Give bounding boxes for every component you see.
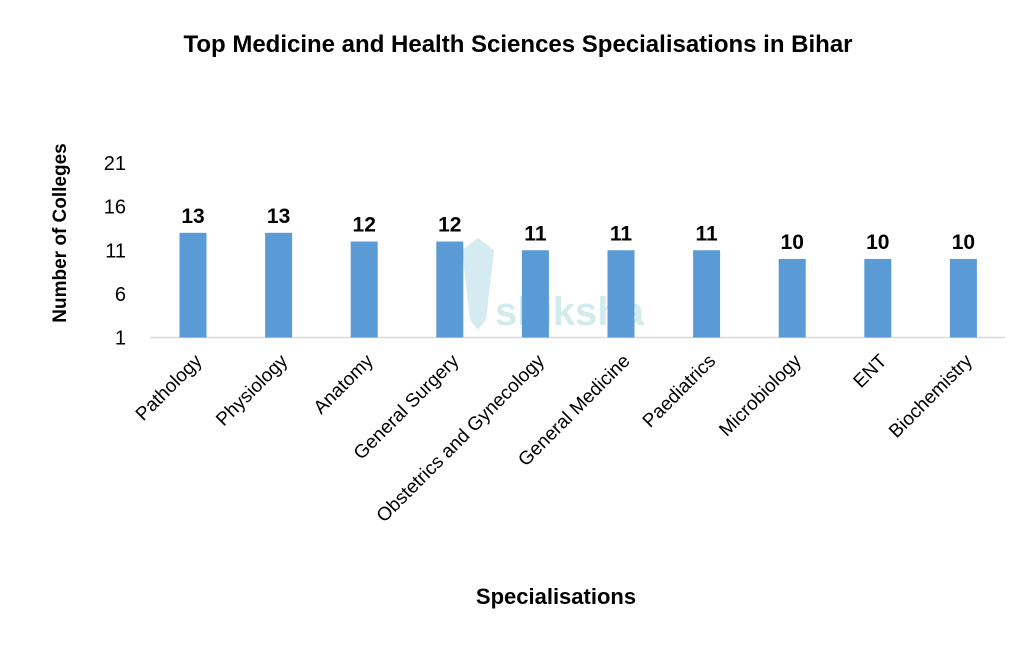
bar	[607, 250, 635, 338]
x-tick-label: Microbiology	[715, 350, 806, 441]
data-label: 13	[181, 205, 204, 228]
bar	[436, 241, 464, 338]
bar	[179, 232, 207, 338]
data-label: 10	[866, 231, 889, 254]
data-label: 11	[695, 222, 718, 245]
data-label: 11	[610, 222, 633, 245]
x-tick-label: Physiology	[212, 350, 292, 430]
y-tick-label: 1	[115, 328, 126, 350]
x-tick-label: Anatomy	[310, 350, 378, 418]
x-tick-label: ENT	[850, 350, 892, 392]
data-label: 10	[781, 231, 804, 254]
x-tick-label: Paediatrics	[639, 351, 720, 432]
chart-title: Top Medicine and Health Sciences Special…	[183, 31, 852, 58]
data-label: 12	[353, 214, 376, 237]
y-tick-label: 16	[104, 197, 126, 219]
x-tick-label: Biochemistry	[885, 350, 977, 442]
bar	[778, 258, 806, 338]
bar	[265, 232, 293, 338]
bar	[350, 241, 378, 338]
data-label: 13	[267, 205, 290, 228]
x-tick-label: Obstetrics and Gynecology	[373, 350, 550, 527]
y-axis-label: Number of Colleges	[50, 143, 71, 322]
x-tick-label: Pathology	[132, 350, 207, 425]
y-tick-label: 21	[104, 153, 126, 175]
bar	[521, 250, 549, 338]
data-label: 12	[438, 214, 461, 237]
bar	[693, 250, 721, 338]
bar	[864, 258, 892, 338]
y-tick-label: 11	[105, 240, 126, 262]
y-tick-label: 6	[115, 284, 126, 306]
x-axis-label: Specialisations	[476, 584, 636, 609]
data-label: 11	[524, 222, 547, 245]
data-label: 10	[952, 231, 975, 254]
bar	[949, 258, 977, 338]
